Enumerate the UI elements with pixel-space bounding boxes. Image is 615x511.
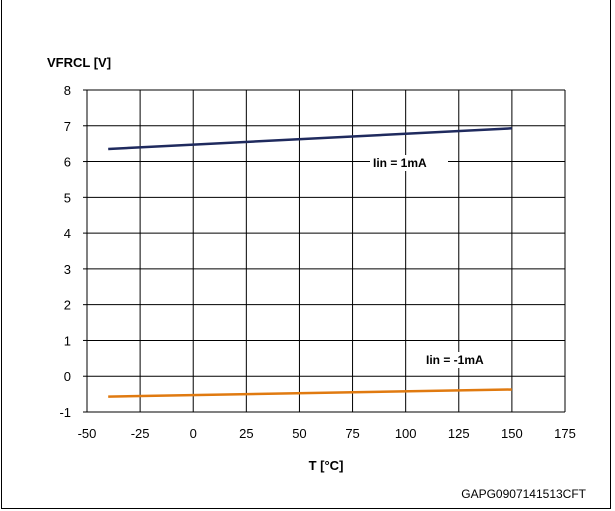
y-tick-label: -1 <box>59 405 71 420</box>
series-label-1: Iin = 1mA <box>373 156 427 170</box>
labels-layer: Iin = 1mA Iin = -1mA <box>370 155 501 368</box>
x-tick-label: 75 <box>345 426 359 441</box>
y-tick-label: 6 <box>64 155 71 170</box>
y-tick-label: 7 <box>64 119 71 134</box>
x-tick-label: -25 <box>131 426 150 441</box>
y-tick-label: 8 <box>64 83 71 98</box>
y-tick-label: 1 <box>64 333 71 348</box>
x-tick-label: 25 <box>239 426 253 441</box>
y-tick-label: 2 <box>64 298 71 313</box>
series-label-bg <box>423 352 501 368</box>
y-tick-label: 0 <box>64 369 71 384</box>
series-line-1 <box>108 127 512 151</box>
series-label-2: Iin = -1mA <box>426 353 484 367</box>
x-tick-label: 50 <box>292 426 306 441</box>
series-label-bg <box>370 155 448 171</box>
series-layer <box>108 127 512 398</box>
y-tick-label: 3 <box>64 262 71 277</box>
y-tick-label: 5 <box>64 190 71 205</box>
x-tick-label: 100 <box>395 426 417 441</box>
series-line-2 <box>108 388 512 398</box>
x-tick-label: 0 <box>190 426 197 441</box>
x-axis-label: T [°C] <box>309 458 344 473</box>
y-tick-label: 4 <box>64 226 71 241</box>
axes: -50 -25 0 25 50 75 100 125 150 175 -1 0 1 2 3 4 5 6 7 8 <box>59 83 575 441</box>
reference-code: GAPG0907141513CFT <box>461 487 586 501</box>
x-tick-label: 175 <box>554 426 576 441</box>
y-axis-label: VFRCL [V] <box>47 55 111 70</box>
x-tick-label: 150 <box>501 426 523 441</box>
x-tick-label: 125 <box>448 426 470 441</box>
x-tick-label: -50 <box>78 426 97 441</box>
